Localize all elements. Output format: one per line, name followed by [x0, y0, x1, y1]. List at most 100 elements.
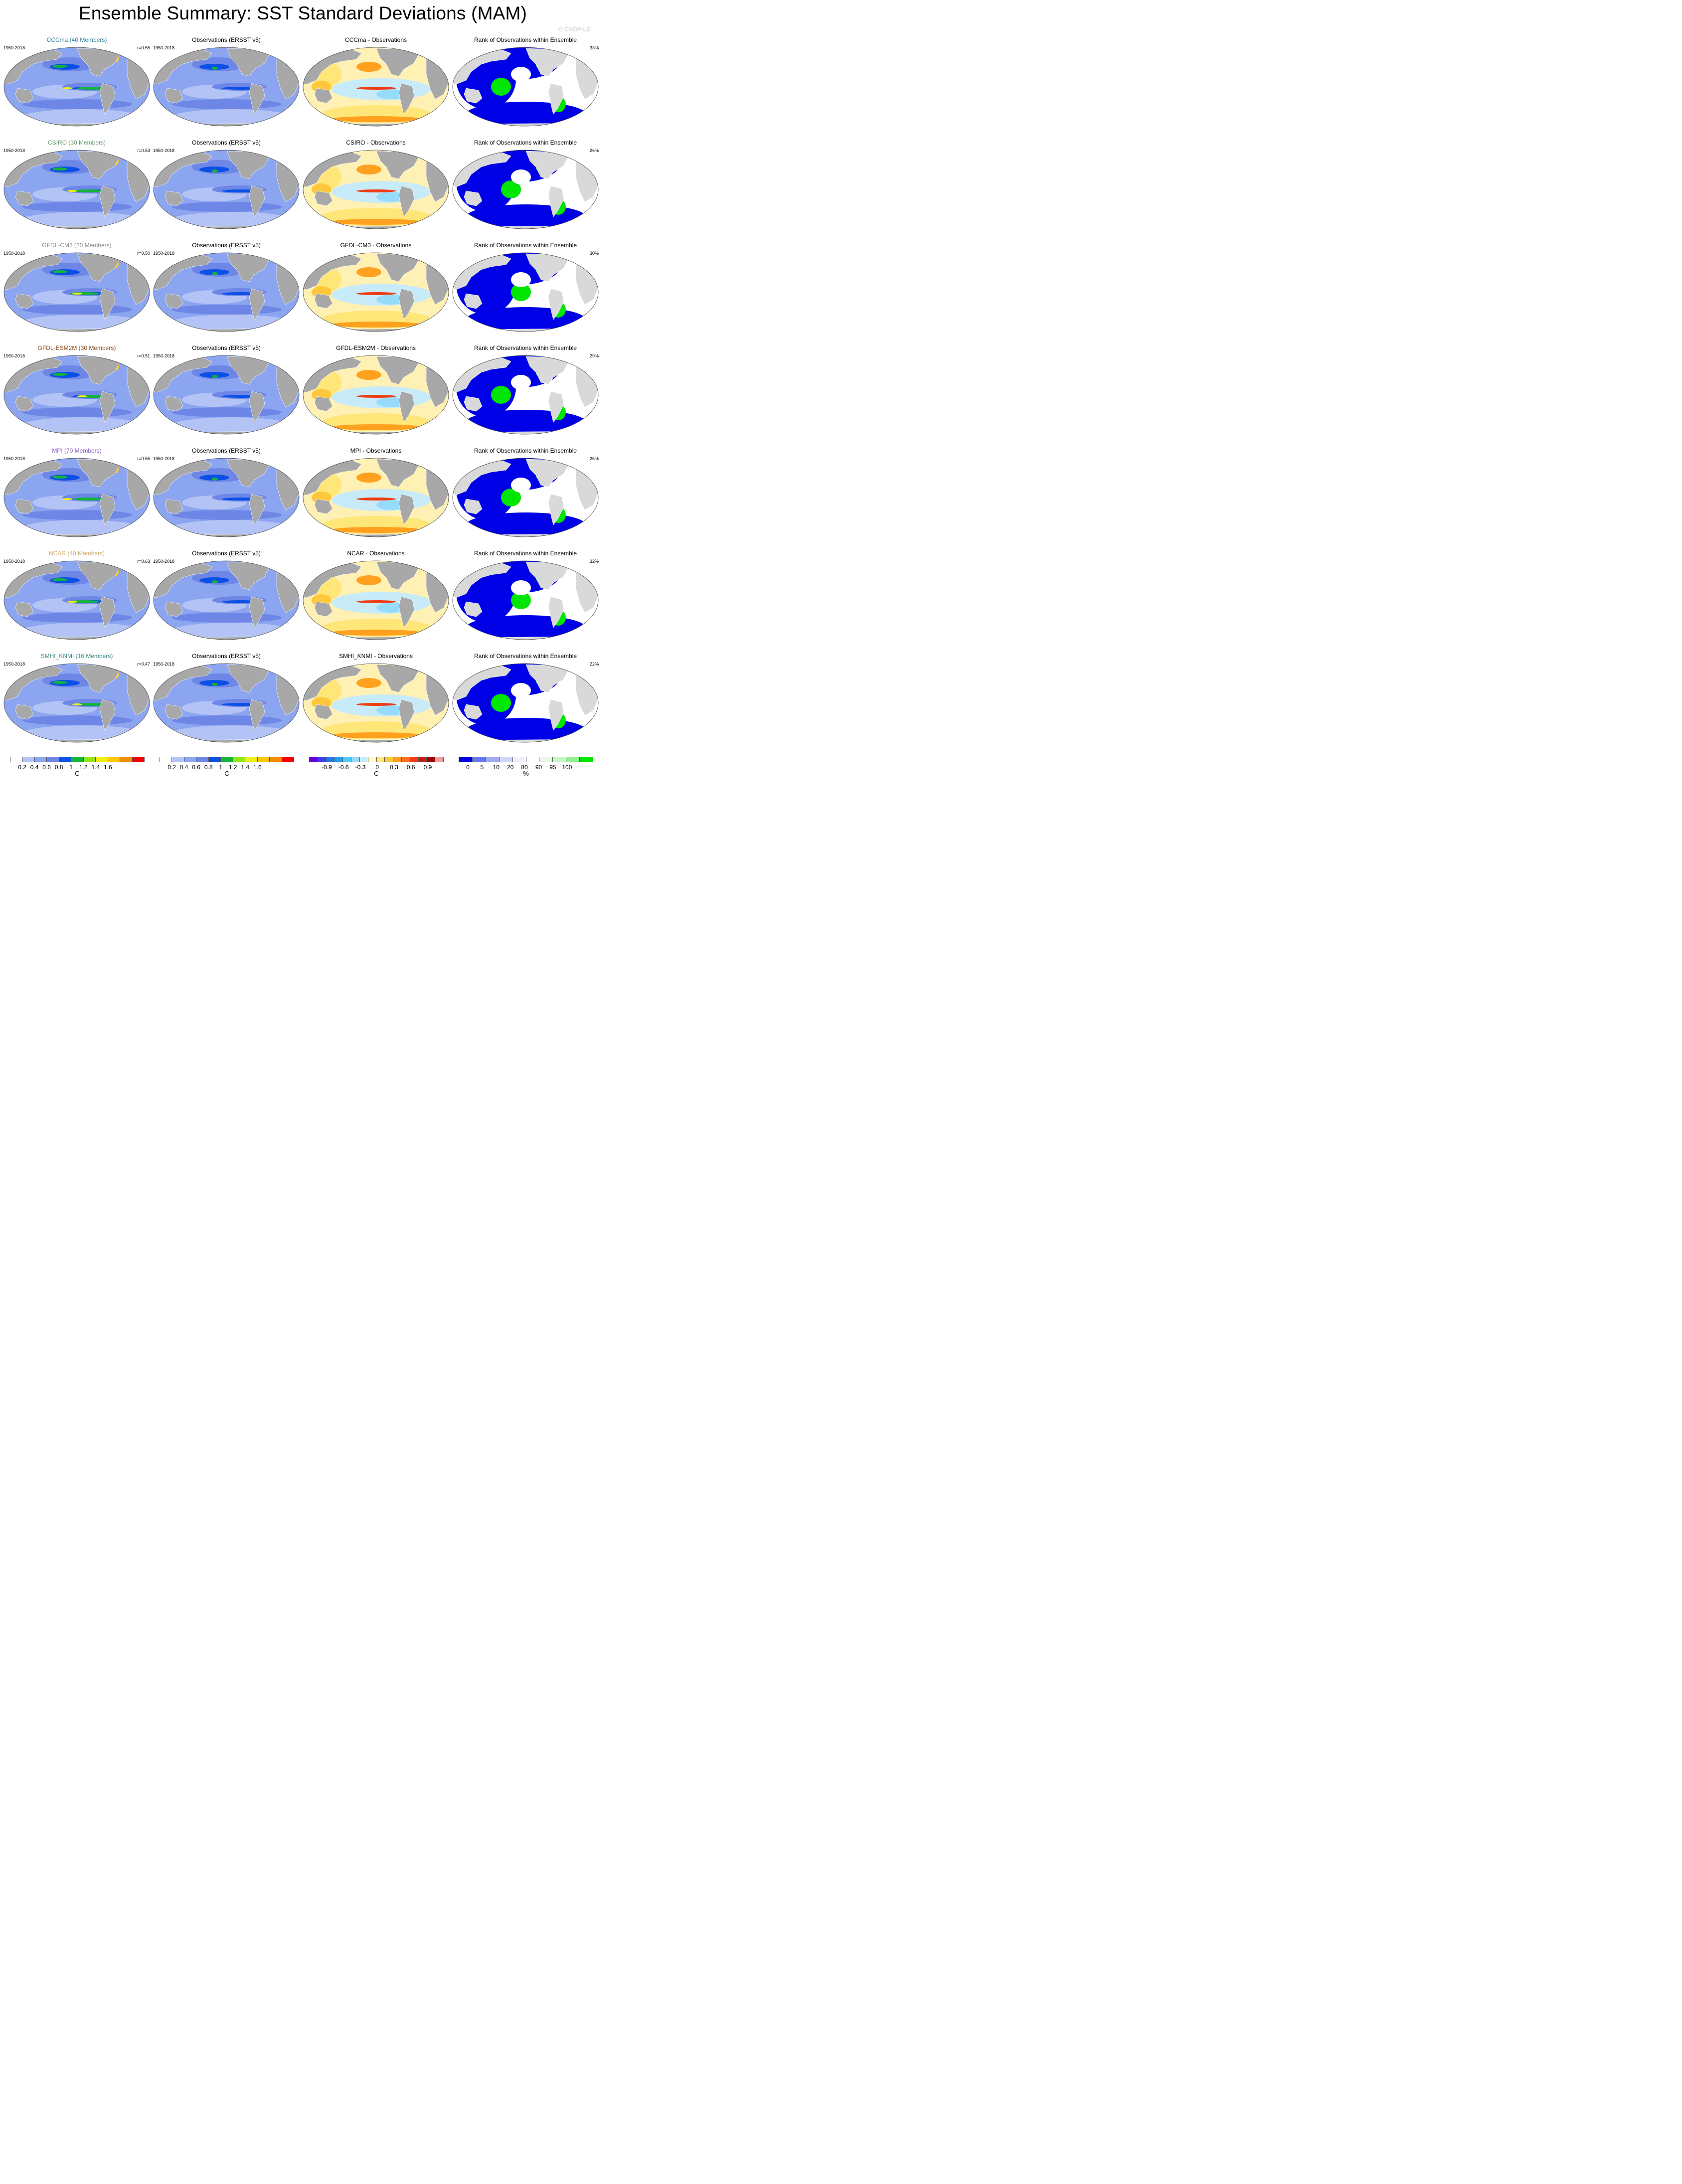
- colorbar-swatch: [221, 757, 233, 762]
- panel-title: CCCma (40 Members): [46, 36, 107, 43]
- pattern-correlation: r=0.50: [137, 251, 150, 256]
- colorbar-swatch: [512, 757, 526, 762]
- obs-panel: Observations (ERSST v5) 1950-2018: [152, 550, 301, 650]
- colorbar-unit: C: [75, 770, 80, 777]
- colorbar-tick-label: 20: [506, 764, 514, 771]
- colorbar-tick-label: 80: [521, 764, 528, 771]
- panel-title: MPI (70 Members): [52, 447, 102, 454]
- world-map: [2, 147, 151, 231]
- colorbar-tick-label: 0.2: [18, 764, 26, 771]
- colorbar-swatch: [132, 757, 144, 762]
- colorbar-tick-label: 10: [493, 764, 500, 771]
- colorbar-tick-label: 0.2: [168, 764, 176, 771]
- period-label: 1950-2018: [3, 148, 25, 153]
- model-panel: SMHI_KNMI (16 Members) 1950-2018 r=0.47: [2, 653, 151, 752]
- obs-panel: Observations (ERSST v5) 1950-2018: [152, 447, 301, 547]
- colorbar-unit: %: [523, 770, 529, 777]
- period-label: 1950-2018: [153, 45, 175, 50]
- panel-title: Observations (ERSST v5): [192, 447, 261, 454]
- period-label: 1950-2018: [153, 148, 175, 153]
- panel-title: SMHI_KNMI - Observations: [338, 653, 413, 660]
- rank-percent: 25%: [589, 456, 599, 461]
- model-panel: CCCma (40 Members) 1950-2018 r=0.55: [2, 36, 151, 136]
- colorbar-swatch: [459, 757, 473, 762]
- world-map: [451, 147, 600, 231]
- world-map: [302, 558, 450, 642]
- rank-panel: Rank of Observations within Ensemble 25%: [451, 447, 600, 547]
- model-panel: GFDL-ESM2M (30 Members) 1950-2018 r=0.51: [2, 344, 151, 444]
- colorbar-swatch: [566, 757, 580, 762]
- colorbar-tick-label: 1.4: [241, 764, 250, 771]
- world-map: [451, 558, 600, 642]
- colorbar-swatch: [108, 757, 121, 762]
- world-map: [451, 250, 600, 334]
- obs-panel: Observations (ERSST v5) 1950-2018: [152, 344, 301, 444]
- panel-title: Rank of Observations within Ensemble: [474, 344, 577, 351]
- diff-panel: NCAR - Observations: [302, 550, 450, 650]
- world-map: [302, 250, 450, 334]
- diff-panel: CSIRO - Observations: [302, 139, 450, 239]
- pattern-correlation: r=0.47: [137, 662, 150, 667]
- colorbar-swatch: [34, 757, 47, 762]
- colorbar-swatch: [401, 757, 410, 762]
- world-map: [451, 352, 600, 436]
- colorbar-tick-label: 0.8: [204, 764, 213, 771]
- period-label: 1950-2018: [153, 251, 175, 256]
- colorbar-tick-label: 1.6: [104, 764, 112, 771]
- world-map: [451, 455, 600, 539]
- panel-title: Rank of Observations within Ensemble: [474, 447, 577, 454]
- rank-panel: Rank of Observations within Ensemble 32%: [451, 550, 600, 650]
- colorbar-swatch: [83, 757, 96, 762]
- colorbar-swatch: [553, 757, 567, 762]
- rank-panel: Rank of Observations within Ensemble 29%: [451, 344, 600, 444]
- colorbar-swatch: [120, 757, 133, 762]
- pattern-correlation: r=0.55: [137, 456, 150, 461]
- rank-panel: Rank of Observations within Ensemble 22%: [451, 653, 600, 752]
- pattern-correlation: r=0.63: [137, 559, 150, 564]
- world-map: [152, 44, 301, 128]
- colorbar-swatches: [10, 757, 145, 762]
- colorbar-tick-label: 95: [549, 764, 556, 771]
- colorbar-tick-label: 100: [562, 764, 572, 771]
- world-map: [152, 250, 301, 334]
- colorbar-obs-sst: 0.2 0.4 0.6 0.8 1 1.2 1.4 1.6 C: [160, 756, 294, 778]
- world-map: [302, 455, 450, 539]
- period-label: 1950-2018: [3, 662, 25, 667]
- obs-panel: Observations (ERSST v5) 1950-2018: [152, 653, 301, 752]
- colorbar-swatches: [160, 757, 294, 762]
- colorbar-tick-label: 0.4: [30, 764, 39, 771]
- colorbar-swatch: [472, 757, 486, 762]
- colorbar-swatch: [318, 757, 327, 762]
- colorbar-swatch: [326, 757, 335, 762]
- period-label: 1950-2018: [3, 251, 25, 256]
- colorbar-swatch: [245, 757, 258, 762]
- colorbar-tick-label: 0.3: [390, 764, 398, 771]
- pattern-correlation: r=0.53: [137, 148, 150, 153]
- panel-title: Observations (ERSST v5): [192, 242, 261, 249]
- colorbar-unit: C: [374, 770, 379, 777]
- colorbar-swatch: [418, 757, 427, 762]
- colorbar-tick-label: -0.6: [338, 764, 349, 771]
- colorbar-tick-label: 1.2: [79, 764, 88, 771]
- model-panel: GFDL-CM3 (20 Members) 1950-2018 r=0.50: [2, 242, 151, 341]
- colorbar-swatch: [71, 757, 84, 762]
- world-map: [2, 352, 151, 436]
- period-label: 1950-2018: [3, 45, 25, 50]
- colorbar-tick-label: 0.4: [179, 764, 188, 771]
- panel-title: GFDL-ESM2M (30 Members): [37, 344, 116, 351]
- obs-panel: Observations (ERSST v5) 1950-2018: [152, 242, 301, 341]
- colorbar-swatch: [539, 757, 553, 762]
- colorbar-swatch: [233, 757, 246, 762]
- colorbar-swatch: [208, 757, 221, 762]
- colorbar-difference: -0.9 -0.6 -0.3 0 0.3 0.6 0.9 C: [309, 756, 444, 778]
- colorbar-swatch: [257, 757, 270, 762]
- diff-panel: GFDL-CM3 - Observations: [302, 242, 450, 341]
- world-map: [152, 558, 301, 642]
- colorbar-swatch: [526, 757, 540, 762]
- colorbar-swatch: [580, 757, 593, 762]
- colorbar-tick-label: 0.6: [192, 764, 200, 771]
- colorbar-swatch: [47, 757, 59, 762]
- colorbar-swatch: [310, 757, 318, 762]
- rank-panel: Rank of Observations within Ensemble 26%: [451, 139, 600, 239]
- colorbar-swatch: [184, 757, 197, 762]
